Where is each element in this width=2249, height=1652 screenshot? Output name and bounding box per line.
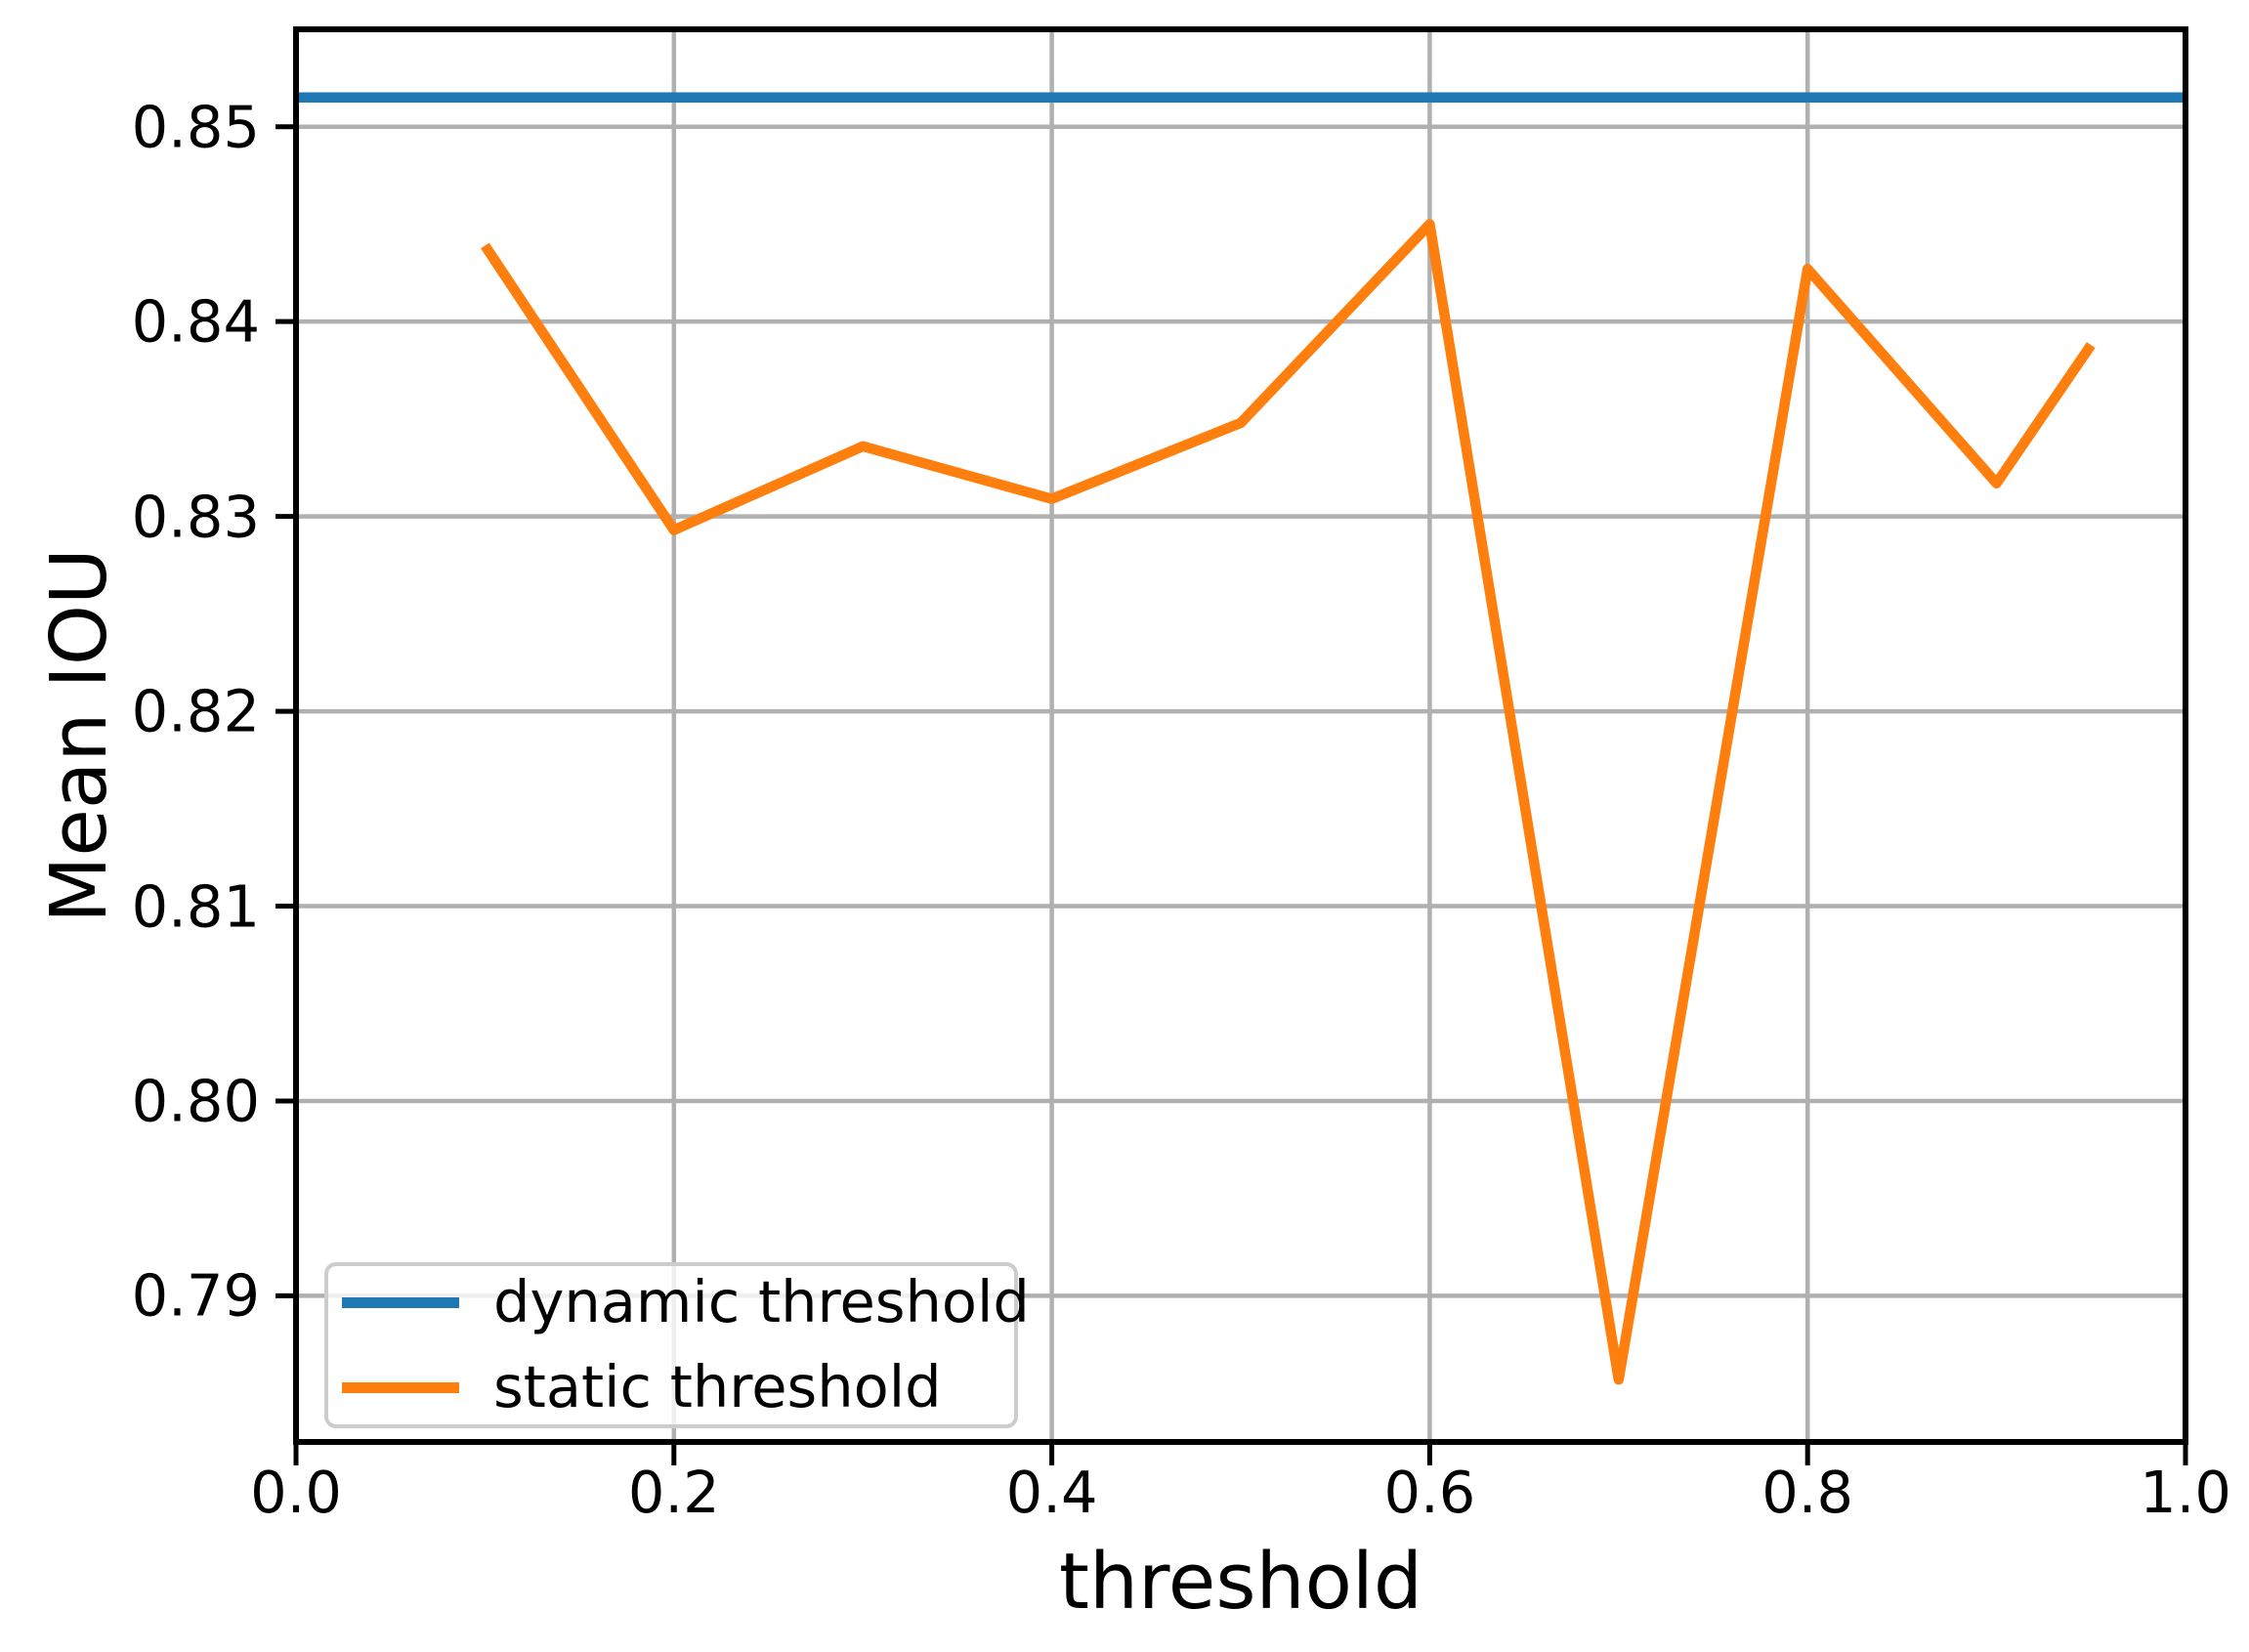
y-tick-label-0.83: 0.83	[131, 483, 260, 551]
plot-border	[293, 26, 2188, 1445]
legend-entry-dynamic-threshold: dynamic threshold	[342, 1270, 1030, 1334]
y-tick-label-0.85: 0.85	[131, 93, 260, 161]
y-tick-label-0.80: 0.80	[131, 1067, 260, 1135]
legend-entry-static-threshold: static threshold	[342, 1353, 1014, 1420]
legend: dynamic threshold static threshold	[324, 1262, 1030, 1428]
x-tick-label-1.0: 1.0	[2140, 1459, 2231, 1526]
y-tick-label-0.84: 0.84	[131, 287, 260, 356]
y-tick-label-0.81: 0.81	[131, 872, 260, 941]
y-axis-label: Mean IOU	[34, 548, 125, 923]
x-tick-label-0.0: 0.0	[250, 1459, 342, 1526]
dynamic-threshold-line-swatch	[342, 1297, 459, 1309]
x-tick-label-0.4: 0.4	[1005, 1459, 1098, 1526]
static-threshold-line-swatch	[342, 1381, 459, 1393]
x-axis-label: threshold	[1058, 1537, 1423, 1627]
y-tick-label-0.82: 0.82	[131, 677, 260, 745]
legend-label-static-threshold: static threshold	[493, 1353, 942, 1420]
x-tick-label-0.6: 0.6	[1383, 1459, 1476, 1526]
x-tick-label-0.2: 0.2	[627, 1459, 720, 1526]
series-line-static-threshold	[481, 219, 2096, 1385]
y-tick-label-0.79: 0.79	[131, 1261, 260, 1330]
legend-label-dynamic-threshold: dynamic threshold	[493, 1268, 1030, 1336]
x-tick-label-0.8: 0.8	[1761, 1459, 1854, 1526]
